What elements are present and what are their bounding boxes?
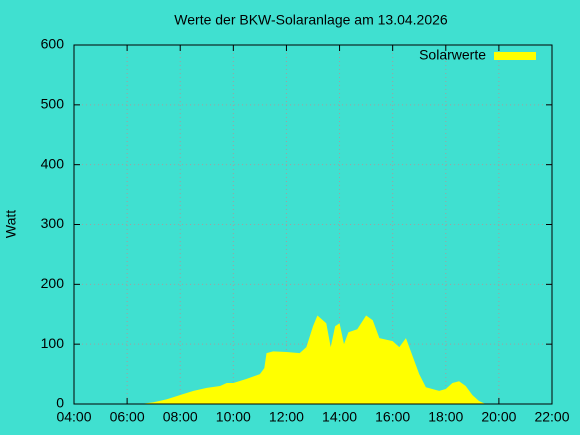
y-tick-label: 200 xyxy=(41,275,65,291)
x-tick-label: 14:00 xyxy=(322,409,357,425)
x-tick-label: 16:00 xyxy=(375,409,410,425)
legend-swatch xyxy=(494,52,536,60)
plot-border xyxy=(73,44,553,405)
legend-label: Solarwerte xyxy=(419,47,486,63)
x-tick-label: 22:00 xyxy=(534,409,569,425)
x-tick-label: 18:00 xyxy=(428,409,463,425)
x-tick-label: 04:00 xyxy=(56,409,91,425)
y-tick-label: 0 xyxy=(56,395,64,411)
y-tick-label: 400 xyxy=(41,155,65,171)
area xyxy=(140,315,486,404)
x-tick-label: 12:00 xyxy=(269,409,304,425)
x-tick-label: 10:00 xyxy=(216,409,251,425)
y-tick-label: 100 xyxy=(41,335,65,351)
chart-title: Werte der BKW-Solaranlage am 13.04.2026 xyxy=(174,12,448,28)
y-tick-label: 500 xyxy=(41,96,65,112)
y-tick-label: 300 xyxy=(41,215,65,231)
y-tick-label: 600 xyxy=(41,36,65,52)
x-tick-label: 08:00 xyxy=(163,409,198,425)
y-axis-label: Watt xyxy=(3,210,19,238)
x-tick-label: 06:00 xyxy=(110,409,145,425)
x-tick-label: 20:00 xyxy=(481,409,516,425)
